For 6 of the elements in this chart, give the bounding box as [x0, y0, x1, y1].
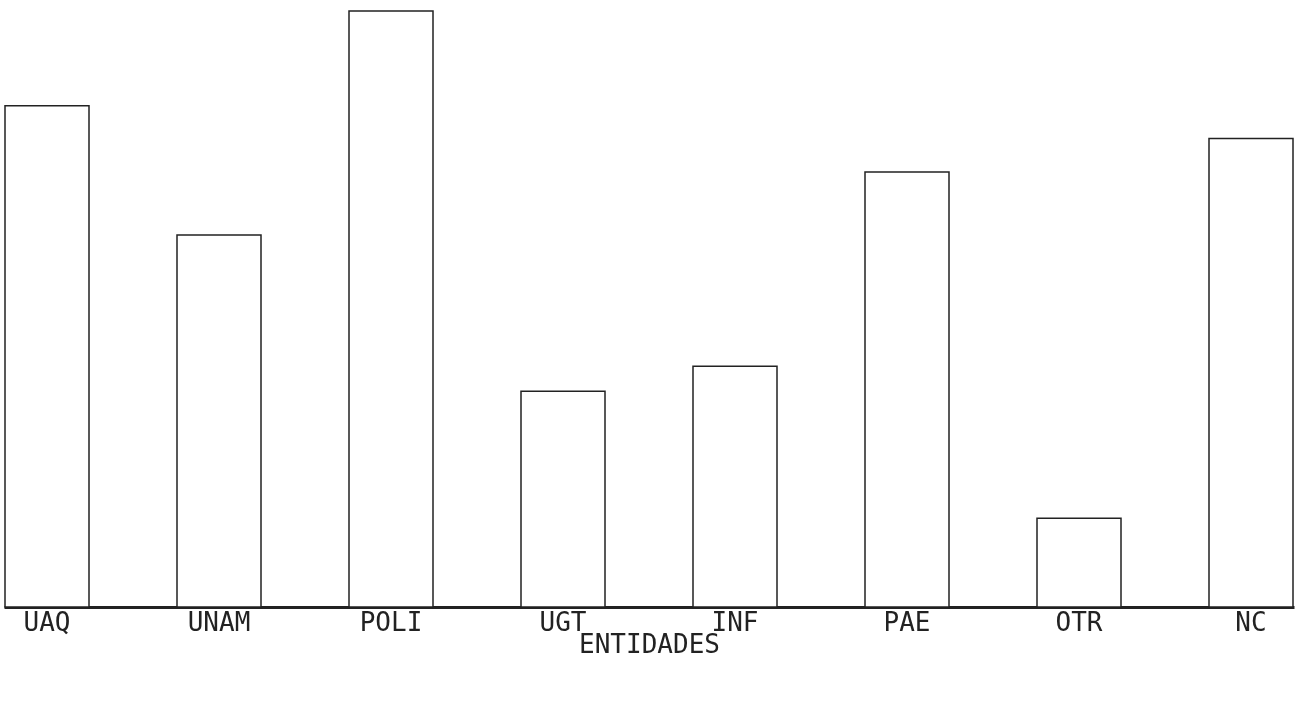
x-tick-label: OTR	[1055, 606, 1103, 637]
x-tick-label: NC	[1235, 606, 1267, 637]
x-tick-label: UNAM	[187, 606, 251, 637]
x-tick-label: UAQ	[23, 606, 71, 637]
x-tick-label: POLI	[359, 606, 423, 637]
x-tick-label: PAE	[883, 606, 931, 637]
